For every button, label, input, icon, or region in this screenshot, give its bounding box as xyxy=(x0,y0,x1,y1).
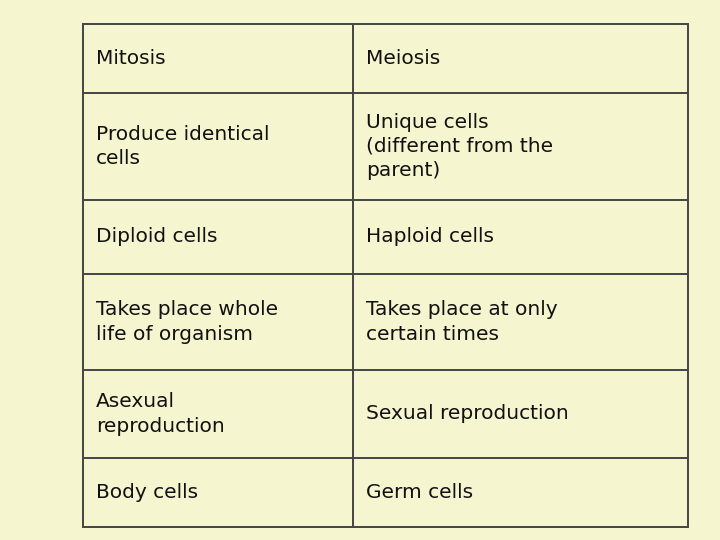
Text: Body cells: Body cells xyxy=(96,483,198,502)
Text: Sexual reproduction: Sexual reproduction xyxy=(366,404,569,423)
Text: Mitosis: Mitosis xyxy=(96,49,166,68)
Bar xyxy=(83,24,688,526)
Text: Diploid cells: Diploid cells xyxy=(96,227,217,246)
Bar xyxy=(83,24,688,526)
Text: Asexual
reproduction: Asexual reproduction xyxy=(96,393,225,436)
Text: Takes place whole
life of organism: Takes place whole life of organism xyxy=(96,300,278,343)
Text: Haploid cells: Haploid cells xyxy=(366,227,494,246)
Text: Unique cells
(different from the
parent): Unique cells (different from the parent) xyxy=(366,113,553,180)
Text: Takes place at only
certain times: Takes place at only certain times xyxy=(366,300,557,343)
Text: Produce identical
cells: Produce identical cells xyxy=(96,125,269,168)
Text: Meiosis: Meiosis xyxy=(366,49,440,68)
Text: Germ cells: Germ cells xyxy=(366,483,473,502)
